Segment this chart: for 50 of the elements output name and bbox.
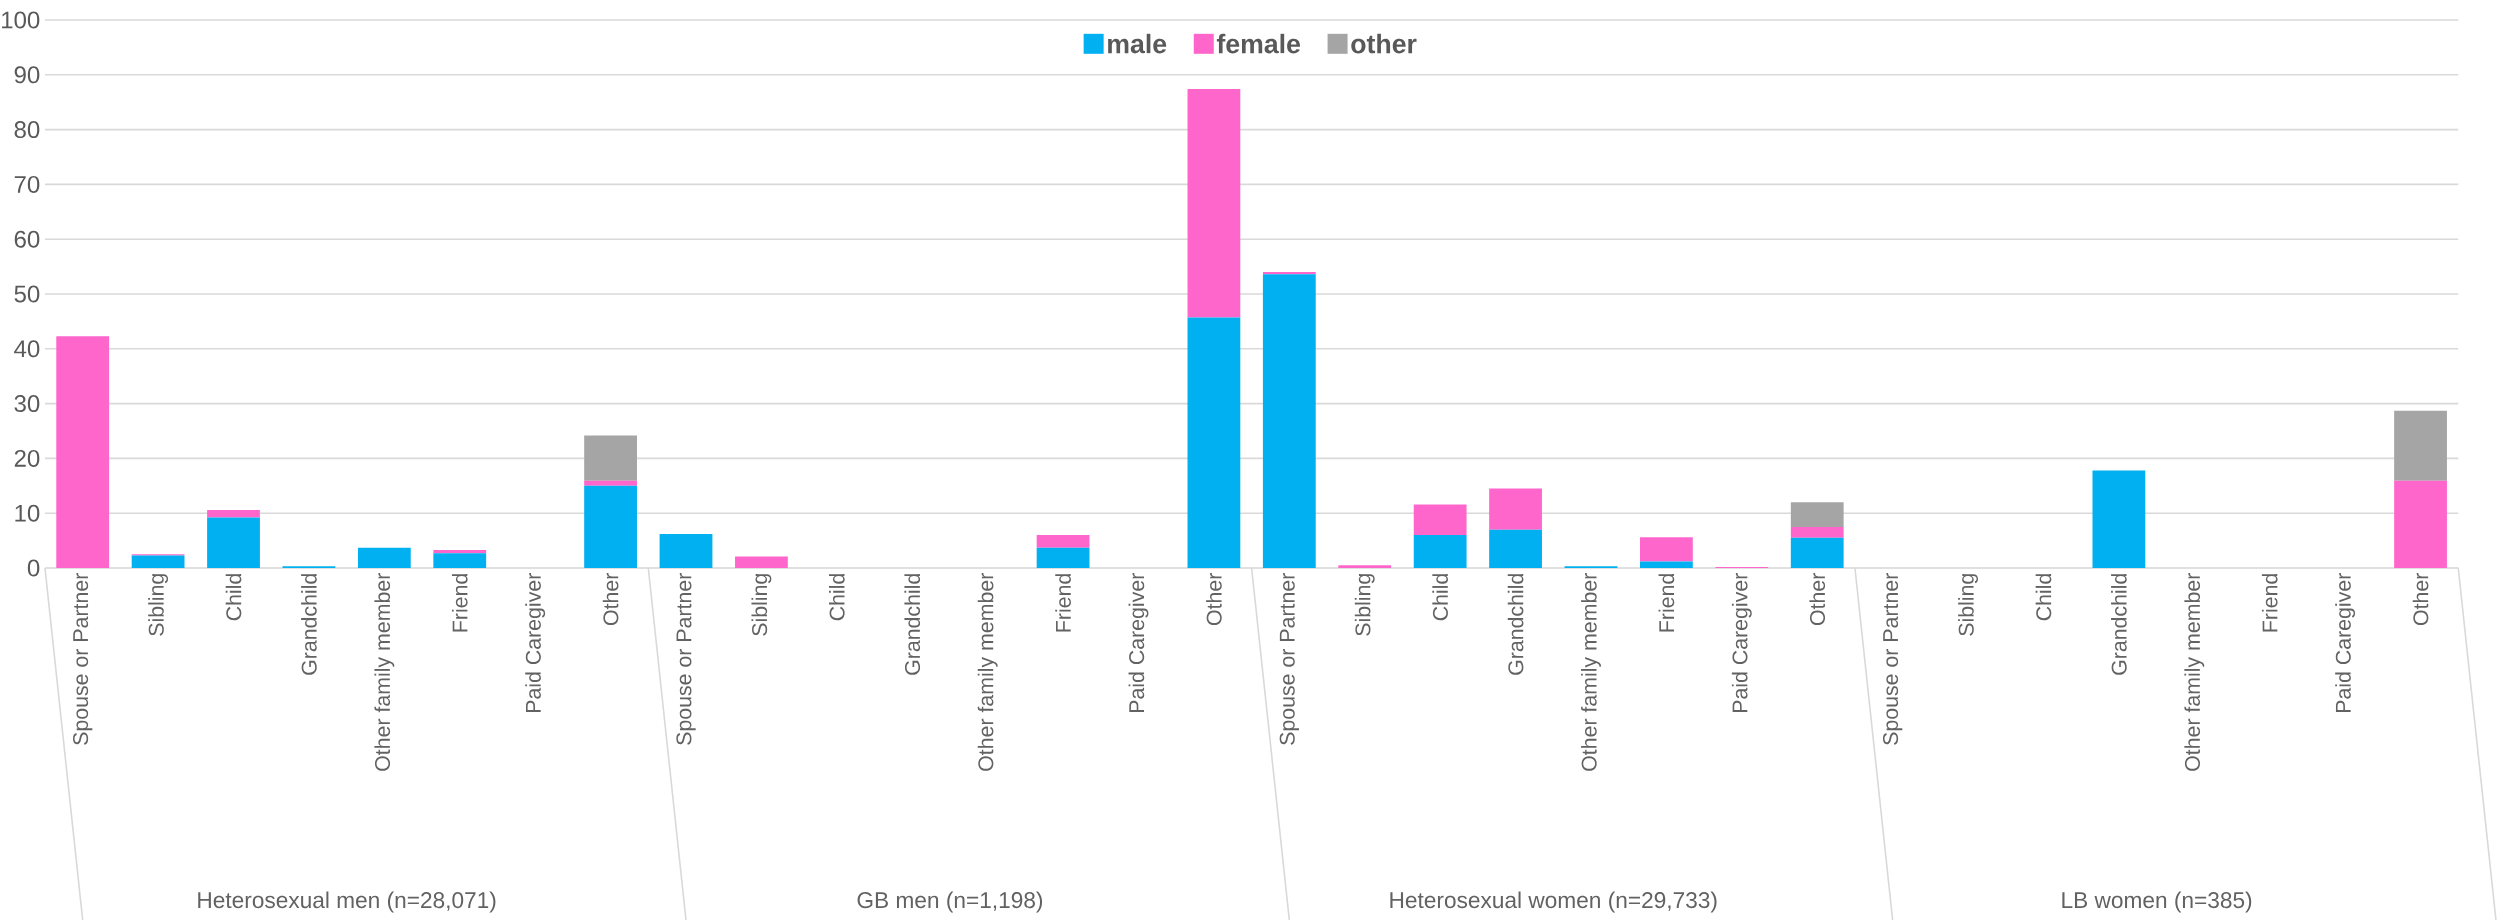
x-tick-label: Paid Caregiver — [525, 573, 546, 713]
x-tick-label: Spouse or Partner — [73, 573, 93, 745]
x-tick-label: Paid Caregiver — [1128, 573, 1149, 713]
x-tick-label: Child — [2035, 574, 2052, 621]
y-tick-label: 100 — [2, 11, 40, 29]
x-tick-label: Other — [602, 573, 619, 626]
x-tick-label: Other family member — [2184, 573, 2205, 771]
x-tick-label: Spouse or Partner — [676, 573, 696, 745]
x-tick-label: Friend — [451, 574, 468, 632]
text: GB men (n=1,198) — [857, 891, 1043, 913]
x-tick-label: Other — [1809, 573, 1826, 626]
x-tick-label: Paid Caregiver — [2335, 573, 2356, 713]
x-tick-label: Other — [2412, 573, 2429, 626]
y-tick-label: 40 — [14, 340, 40, 358]
x-tick-label: Friend — [2261, 574, 2278, 632]
y-tick-label: 70 — [14, 175, 40, 193]
y-tick-label: 0 — [27, 559, 40, 577]
y-tick-label: 80 — [14, 121, 40, 139]
y-tick-label: 30 — [14, 395, 40, 413]
y-tick-label: 50 — [14, 285, 40, 303]
legend-label: other — [1351, 33, 1417, 54]
x-tick-label: Sibling — [751, 574, 772, 636]
x-tick-label: Sibling — [148, 574, 169, 636]
x-tick-label: Grandchild — [2111, 574, 2127, 675]
x-tick-label: Friend — [1658, 574, 1675, 632]
text: LB women (n=385) — [2062, 891, 2252, 913]
x-tick-label: Spouse or Partner — [1279, 573, 1299, 745]
y-tick-label: 90 — [14, 66, 40, 84]
y-tick-label: 10 — [15, 504, 40, 522]
x-tick-label: Grandchild — [301, 574, 317, 675]
x-tick-label: Sibling — [1958, 574, 1979, 636]
x-tick-label: Child — [225, 574, 242, 621]
x-tick-label: Child — [829, 574, 845, 621]
text: Heterosexual women (n=29,733) — [1390, 891, 1717, 913]
legend-label: female — [1216, 33, 1300, 54]
y-tick-label: 20 — [14, 449, 40, 467]
x-tick-label: Paid Caregiver — [1731, 573, 1752, 713]
legend-label: male — [1108, 33, 1167, 54]
x-tick-label: Other — [1206, 573, 1222, 626]
x-tick-label: Grandchild — [1507, 574, 1524, 675]
x-tick-label: Grandchild — [904, 574, 921, 675]
x-tick-label: Sibling — [1354, 574, 1375, 636]
x-tick-label: Other family member — [374, 573, 395, 771]
x-tick-label: Spouse or Partner — [1882, 573, 1903, 745]
x-tick-label: Friend — [1055, 574, 1071, 632]
text: Heterosexual men (n=28,071) — [198, 891, 496, 913]
y-tick-label: 60 — [14, 230, 40, 248]
x-tick-label: Child — [1432, 574, 1448, 621]
x-tick-label: Other family member — [977, 573, 998, 771]
x-tick-label: Other family member — [1581, 573, 1601, 771]
